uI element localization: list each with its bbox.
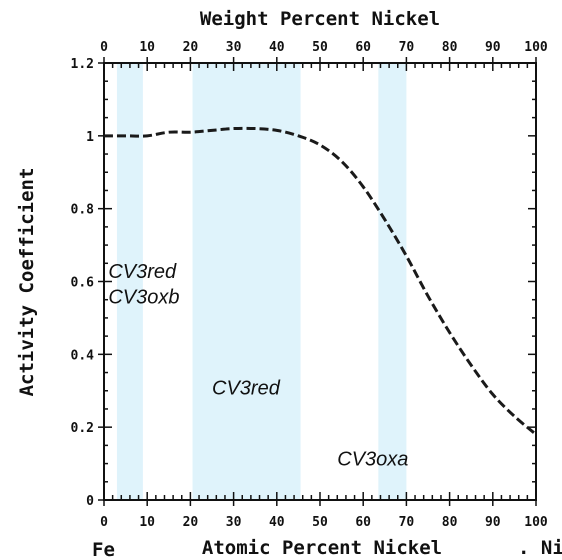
- top-tick-label: 70: [399, 40, 415, 55]
- y-tick-label: 0: [86, 494, 94, 509]
- bottom-tick-label: 50: [312, 515, 328, 530]
- fe-label: Fe: [92, 539, 115, 560]
- bottom-tick-label: 0: [100, 515, 108, 530]
- bottom-tick-label: 60: [355, 515, 371, 530]
- bottom-tick-label: 30: [226, 515, 242, 530]
- top-axis-label: Weight Percent Nickel: [200, 8, 440, 30]
- composition-band-3: [378, 63, 407, 500]
- axis-ticks: [98, 57, 537, 506]
- y-tick-label: 0.4: [71, 348, 95, 363]
- bottom-tick-label: 40: [269, 515, 285, 530]
- top-tick-label: 20: [183, 40, 199, 55]
- annotation-label: CV3red: [212, 377, 281, 399]
- bottom-tick-label: 80: [442, 515, 458, 530]
- bottom-tick-label: 10: [139, 515, 155, 530]
- top-tick-label: 10: [139, 40, 155, 55]
- top-tick-label: 100: [524, 40, 548, 55]
- top-tick-label: 80: [442, 40, 458, 55]
- y-tick-label: 0.2: [71, 421, 94, 436]
- top-tick-label: 60: [355, 40, 371, 55]
- bottom-tick-label: 20: [183, 515, 199, 530]
- y-tick-label: 0.6: [71, 276, 95, 291]
- top-tick-label: 0: [100, 40, 108, 55]
- ni-label: . Ni: [518, 537, 562, 559]
- y-tick-label: 0.8: [71, 203, 95, 218]
- annotation-label: CV3red: [108, 261, 177, 283]
- top-tick-label: 90: [485, 40, 501, 55]
- activity-curve: [104, 126, 537, 436]
- annotation-label: CV3oxb: [108, 286, 179, 308]
- bottom-axis-label: Atomic Percent Nickel: [202, 537, 442, 559]
- top-tick-label: 40: [269, 40, 285, 55]
- bottom-tick-label: 70: [399, 515, 415, 530]
- top-tick-label: 30: [226, 40, 242, 55]
- composition-band-2: [192, 63, 301, 500]
- bottom-tick-label: 90: [485, 515, 501, 530]
- annotation-label: CV3oxa: [337, 448, 408, 470]
- bottom-tick-label: 100: [524, 515, 548, 530]
- y-tick-label: 1: [86, 130, 94, 145]
- chart-annotations: CV3red CV3oxb CV3red CV3oxa: [108, 261, 408, 471]
- y-axis-label: Activity Coefficient: [16, 168, 38, 397]
- top-tick-label: 50: [312, 40, 328, 55]
- y-tick-label: 1.2: [71, 57, 94, 72]
